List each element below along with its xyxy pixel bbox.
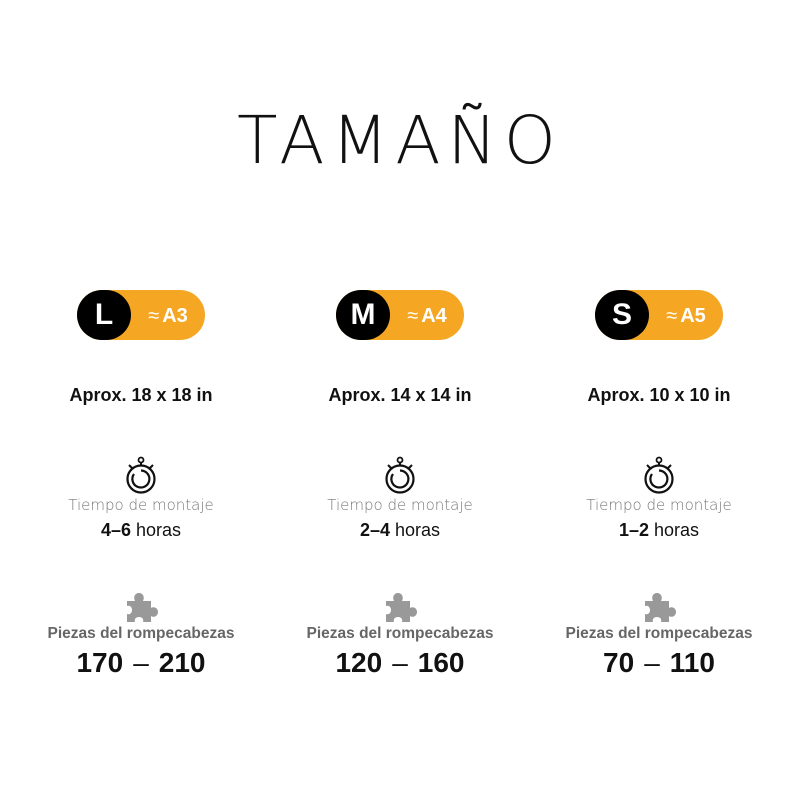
approx-symbol: ≈ [666,305,678,327]
page-title: TAMAÑO [237,102,563,179]
size-badge: M ≈ A4 [336,290,464,340]
pieces-max: 110 [669,647,715,678]
stopwatch-icon [11,456,271,494]
pieces-range: 120–160 [270,647,530,679]
hours-unit: horas [395,520,441,540]
size-column-s: S ≈ A5 Aprox. 10 x 10 in Tiempo de montaj… [529,290,789,679]
assembly-time-value: 1–2 horas [529,520,789,541]
pieces-label: Piezas del rompecabezas [565,625,753,642]
size-letter: S [595,290,649,340]
hours-range: 2–4 [359,520,390,540]
size-column-l: L ≈ A3 Aprox. 18 x 18 in Tiempo de montaj… [11,290,271,679]
assembly-time-value: 2–4 horas [270,520,530,541]
paper-size: ≈ A3 [135,290,201,342]
range-dash: – [392,647,408,678]
size-column-m: M ≈ A4 Aprox. 14 x 14 in Tiempo de montaj… [270,290,530,679]
hours-range: 1–2 [618,520,649,540]
pieces-min: 70 [603,647,635,678]
paper-size-label: A4 [421,305,447,327]
dimensions: Aprox. 18 x 18 in [69,385,213,405]
puzzle-piece-icon [270,589,530,623]
puzzle-piece-icon [529,589,789,623]
pieces-range: 70–110 [529,647,789,679]
dimensions: Aprox. 14 x 14 in [328,385,472,405]
dimensions: Aprox. 10 x 10 in [587,385,731,405]
paper-size-label: A5 [680,305,706,327]
size-badge: S ≈ A5 [595,290,723,340]
assembly-time-value: 4–6 horas [11,520,271,541]
assembly-time-label: Tiempo de montaje [327,496,473,514]
range-dash: – [133,647,149,678]
hours-range: 4–6 [100,520,131,540]
assembly-time-label: Tiempo de montaje [586,496,732,514]
range-dash: – [644,647,660,678]
approx-symbol: ≈ [407,305,419,327]
pieces-label: Piezas del rompecabezas [306,625,494,642]
paper-size: ≈ A4 [394,290,460,342]
pieces-max: 160 [417,647,465,678]
stopwatch-icon [270,456,530,494]
pieces-max: 210 [158,647,206,678]
stopwatch-icon [529,456,789,494]
paper-size: ≈ A5 [653,290,719,342]
hours-unit: horas [654,520,700,540]
pieces-label: Piezas del rompecabezas [47,625,235,642]
size-letter: L [77,290,131,340]
size-letter: M [336,290,390,340]
pieces-min: 170 [76,647,124,678]
paper-size-label: A3 [162,305,188,327]
pieces-min: 120 [335,647,383,678]
puzzle-piece-icon [11,589,271,623]
size-badge: L ≈ A3 [77,290,205,340]
assembly-time-label: Tiempo de montaje [68,496,214,514]
hours-unit: horas [136,520,182,540]
pieces-range: 170–210 [11,647,271,679]
approx-symbol: ≈ [148,305,160,327]
